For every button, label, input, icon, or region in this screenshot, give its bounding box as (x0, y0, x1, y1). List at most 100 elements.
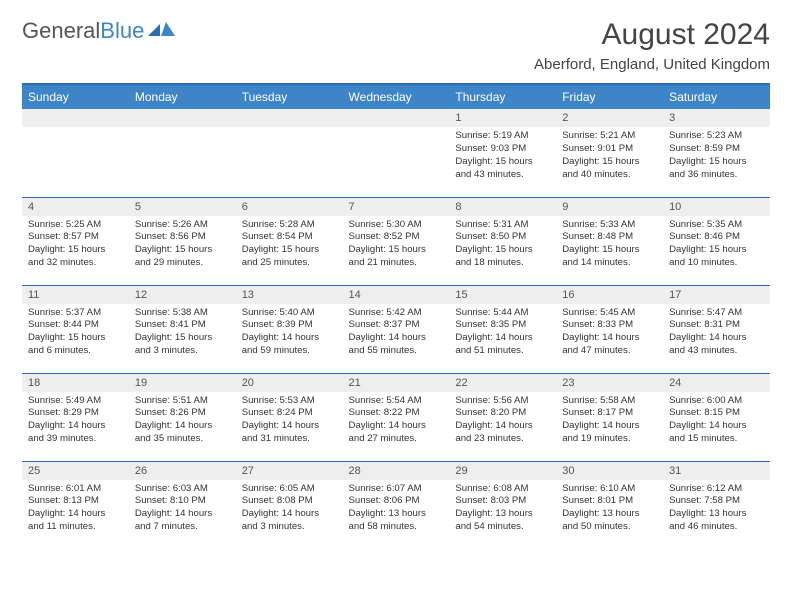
calendar-cell: 9Sunrise: 5:33 AMSunset: 8:48 PMDaylight… (556, 197, 663, 285)
day-number: 13 (236, 286, 343, 304)
calendar-cell: 24Sunrise: 6:00 AMSunset: 8:15 PMDayligh… (663, 373, 770, 461)
calendar-cell: 23Sunrise: 5:58 AMSunset: 8:17 PMDayligh… (556, 373, 663, 461)
day-details: Sunrise: 5:40 AMSunset: 8:39 PMDaylight:… (236, 304, 343, 362)
day-details: Sunrise: 5:58 AMSunset: 8:17 PMDaylight:… (556, 392, 663, 450)
day-details: Sunrise: 5:19 AMSunset: 9:03 PMDaylight:… (449, 127, 556, 185)
day-details: Sunrise: 5:25 AMSunset: 8:57 PMDaylight:… (22, 216, 129, 274)
calendar-cell: 22Sunrise: 5:56 AMSunset: 8:20 PMDayligh… (449, 373, 556, 461)
calendar-week: 18Sunrise: 5:49 AMSunset: 8:29 PMDayligh… (22, 373, 770, 461)
day-number: 15 (449, 286, 556, 304)
day-details: Sunrise: 6:05 AMSunset: 8:08 PMDaylight:… (236, 480, 343, 538)
brand-text: GeneralBlue (22, 18, 144, 44)
day-number: 10 (663, 198, 770, 216)
day-header: Friday (556, 84, 663, 109)
brand-part2: Blue (100, 18, 144, 43)
day-number: 4 (22, 198, 129, 216)
day-number: 28 (343, 462, 450, 480)
day-details: Sunrise: 6:00 AMSunset: 8:15 PMDaylight:… (663, 392, 770, 450)
day-number: 18 (22, 374, 129, 392)
calendar-cell: 18Sunrise: 5:49 AMSunset: 8:29 PMDayligh… (22, 373, 129, 461)
day-details: Sunrise: 5:28 AMSunset: 8:54 PMDaylight:… (236, 216, 343, 274)
title-block: August 2024 Aberford, England, United Ki… (534, 18, 770, 73)
day-details: Sunrise: 5:54 AMSunset: 8:22 PMDaylight:… (343, 392, 450, 450)
calendar-cell: 15Sunrise: 5:44 AMSunset: 8:35 PMDayligh… (449, 285, 556, 373)
calendar-cell: 28Sunrise: 6:07 AMSunset: 8:06 PMDayligh… (343, 461, 450, 549)
day-details: Sunrise: 5:23 AMSunset: 8:59 PMDaylight:… (663, 127, 770, 185)
calendar-week: 25Sunrise: 6:01 AMSunset: 8:13 PMDayligh… (22, 461, 770, 549)
day-details: Sunrise: 5:53 AMSunset: 8:24 PMDaylight:… (236, 392, 343, 450)
location-text: Aberford, England, United Kingdom (534, 56, 770, 73)
day-number (22, 109, 129, 127)
calendar-cell: 4Sunrise: 5:25 AMSunset: 8:57 PMDaylight… (22, 197, 129, 285)
calendar-cell: 29Sunrise: 6:08 AMSunset: 8:03 PMDayligh… (449, 461, 556, 549)
day-details: Sunrise: 5:47 AMSunset: 8:31 PMDaylight:… (663, 304, 770, 362)
calendar-cell: 5Sunrise: 5:26 AMSunset: 8:56 PMDaylight… (129, 197, 236, 285)
calendar-cell: 31Sunrise: 6:12 AMSunset: 7:58 PMDayligh… (663, 461, 770, 549)
day-number: 3 (663, 109, 770, 127)
day-header: Saturday (663, 84, 770, 109)
day-details: Sunrise: 5:30 AMSunset: 8:52 PMDaylight:… (343, 216, 450, 274)
day-details: Sunrise: 6:01 AMSunset: 8:13 PMDaylight:… (22, 480, 129, 538)
calendar-cell: 7Sunrise: 5:30 AMSunset: 8:52 PMDaylight… (343, 197, 450, 285)
day-number: 27 (236, 462, 343, 480)
day-number: 2 (556, 109, 663, 127)
calendar-cell: 26Sunrise: 6:03 AMSunset: 8:10 PMDayligh… (129, 461, 236, 549)
calendar-cell: 6Sunrise: 5:28 AMSunset: 8:54 PMDaylight… (236, 197, 343, 285)
calendar-cell (343, 109, 450, 197)
calendar-cell: 27Sunrise: 6:05 AMSunset: 8:08 PMDayligh… (236, 461, 343, 549)
day-header: Monday (129, 84, 236, 109)
calendar-cell: 17Sunrise: 5:47 AMSunset: 8:31 PMDayligh… (663, 285, 770, 373)
day-details: Sunrise: 5:33 AMSunset: 8:48 PMDaylight:… (556, 216, 663, 274)
day-number (236, 109, 343, 127)
day-header: Sunday (22, 84, 129, 109)
day-details: Sunrise: 5:56 AMSunset: 8:20 PMDaylight:… (449, 392, 556, 450)
calendar-cell: 20Sunrise: 5:53 AMSunset: 8:24 PMDayligh… (236, 373, 343, 461)
day-number (343, 109, 450, 127)
calendar-cell: 21Sunrise: 5:54 AMSunset: 8:22 PMDayligh… (343, 373, 450, 461)
day-details: Sunrise: 6:10 AMSunset: 8:01 PMDaylight:… (556, 480, 663, 538)
brand-mark-icon (148, 20, 176, 43)
calendar-table: SundayMondayTuesdayWednesdayThursdayFrid… (22, 83, 770, 549)
calendar-cell: 16Sunrise: 5:45 AMSunset: 8:33 PMDayligh… (556, 285, 663, 373)
calendar-cell: 8Sunrise: 5:31 AMSunset: 8:50 PMDaylight… (449, 197, 556, 285)
calendar-cell: 2Sunrise: 5:21 AMSunset: 9:01 PMDaylight… (556, 109, 663, 197)
day-number: 1 (449, 109, 556, 127)
day-details: Sunrise: 6:12 AMSunset: 7:58 PMDaylight:… (663, 480, 770, 538)
day-details: Sunrise: 5:26 AMSunset: 8:56 PMDaylight:… (129, 216, 236, 274)
calendar-cell: 12Sunrise: 5:38 AMSunset: 8:41 PMDayligh… (129, 285, 236, 373)
calendar-week: 4Sunrise: 5:25 AMSunset: 8:57 PMDaylight… (22, 197, 770, 285)
page-header: GeneralBlue August 2024 Aberford, Englan… (22, 18, 770, 73)
day-header: Wednesday (343, 84, 450, 109)
day-details: Sunrise: 5:44 AMSunset: 8:35 PMDaylight:… (449, 304, 556, 362)
calendar-cell: 19Sunrise: 5:51 AMSunset: 8:26 PMDayligh… (129, 373, 236, 461)
day-header-row: SundayMondayTuesdayWednesdayThursdayFrid… (22, 84, 770, 109)
day-details: Sunrise: 5:37 AMSunset: 8:44 PMDaylight:… (22, 304, 129, 362)
day-number: 11 (22, 286, 129, 304)
day-number: 20 (236, 374, 343, 392)
day-details: Sunrise: 5:38 AMSunset: 8:41 PMDaylight:… (129, 304, 236, 362)
day-number: 29 (449, 462, 556, 480)
day-number: 7 (343, 198, 450, 216)
day-number: 23 (556, 374, 663, 392)
calendar-cell: 13Sunrise: 5:40 AMSunset: 8:39 PMDayligh… (236, 285, 343, 373)
calendar-week: 11Sunrise: 5:37 AMSunset: 8:44 PMDayligh… (22, 285, 770, 373)
brand-part1: General (22, 18, 100, 43)
calendar-cell (129, 109, 236, 197)
day-details: Sunrise: 5:51 AMSunset: 8:26 PMDaylight:… (129, 392, 236, 450)
day-number: 24 (663, 374, 770, 392)
day-number: 5 (129, 198, 236, 216)
calendar-body: 1Sunrise: 5:19 AMSunset: 9:03 PMDaylight… (22, 109, 770, 549)
day-number: 9 (556, 198, 663, 216)
day-details: Sunrise: 5:35 AMSunset: 8:46 PMDaylight:… (663, 216, 770, 274)
day-number: 14 (343, 286, 450, 304)
day-details: Sunrise: 5:45 AMSunset: 8:33 PMDaylight:… (556, 304, 663, 362)
day-number (129, 109, 236, 127)
calendar-cell: 11Sunrise: 5:37 AMSunset: 8:44 PMDayligh… (22, 285, 129, 373)
day-number: 31 (663, 462, 770, 480)
day-number: 8 (449, 198, 556, 216)
day-details: Sunrise: 6:08 AMSunset: 8:03 PMDaylight:… (449, 480, 556, 538)
calendar-cell: 30Sunrise: 6:10 AMSunset: 8:01 PMDayligh… (556, 461, 663, 549)
calendar-week: 1Sunrise: 5:19 AMSunset: 9:03 PMDaylight… (22, 109, 770, 197)
month-title: August 2024 (534, 18, 770, 52)
day-number: 22 (449, 374, 556, 392)
